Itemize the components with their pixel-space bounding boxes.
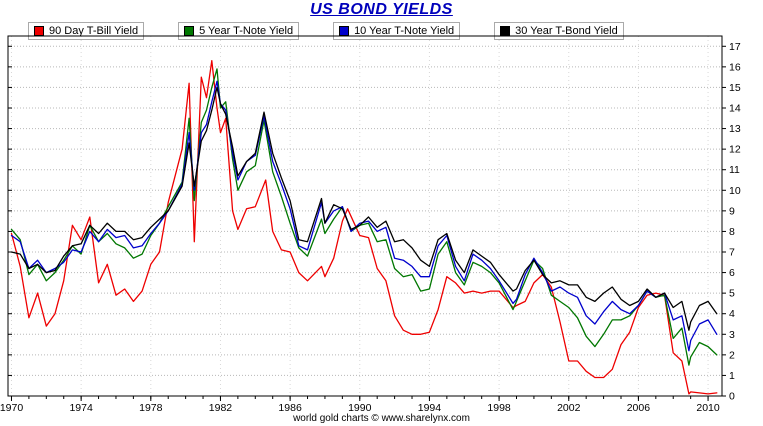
x-tick-label: 2010 (696, 402, 720, 414)
x-tick-label: 1970 (0, 402, 23, 414)
x-tick-label: 1990 (348, 402, 372, 414)
y-tick-label: 9 (729, 205, 735, 217)
y-tick-label: 0 (729, 391, 735, 403)
x-tick-label: 1994 (418, 402, 442, 414)
y-tick-label: 15 (729, 82, 741, 94)
y-tick-label: 5 (729, 288, 735, 300)
x-tick-label: 1982 (209, 402, 233, 414)
legend-label: 10 Year T-Note Yield (354, 25, 455, 37)
y-tick-label: 3 (729, 329, 735, 341)
y-tick-label: 13 (729, 123, 741, 135)
y-tick-label: 6 (729, 267, 735, 279)
y-tick-label: 7 (729, 247, 735, 259)
x-tick-label: 1974 (69, 402, 93, 414)
y-tick-label: 1 (729, 370, 735, 382)
chart-title: US BOND YIELDS (310, 1, 453, 18)
series-line (10, 60, 718, 395)
series-line (10, 80, 718, 352)
y-tick-label: 17 (729, 41, 741, 53)
x-tick-label: 2006 (627, 402, 651, 414)
legend-label: 30 Year T-Bond Yield (515, 25, 618, 37)
series-line (10, 86, 718, 331)
series-line (10, 68, 718, 366)
y-tick-label: 12 (729, 144, 741, 156)
y-tick-label: 11 (729, 164, 740, 176)
plot-border (7, 35, 723, 397)
y-tick-label: 14 (729, 103, 741, 115)
x-tick-label: 2002 (557, 402, 581, 414)
x-tick-label: 1978 (139, 402, 163, 414)
y-tick-label: 4 (729, 308, 735, 320)
x-tick-label: 1986 (278, 402, 302, 414)
x-tick-label: 1998 (487, 402, 511, 414)
y-tick-label: 2 (729, 349, 735, 361)
y-tick-label: 8 (729, 226, 735, 238)
y-tick-label: 10 (729, 185, 741, 197)
legend-label: 5 Year T-Note Yield (199, 25, 294, 37)
legend-label: 90 Day T-Bill Yield (49, 25, 139, 37)
chart-caption: world gold charts © www.sharelynx.com (293, 413, 470, 424)
y-tick-label: 16 (729, 61, 741, 73)
